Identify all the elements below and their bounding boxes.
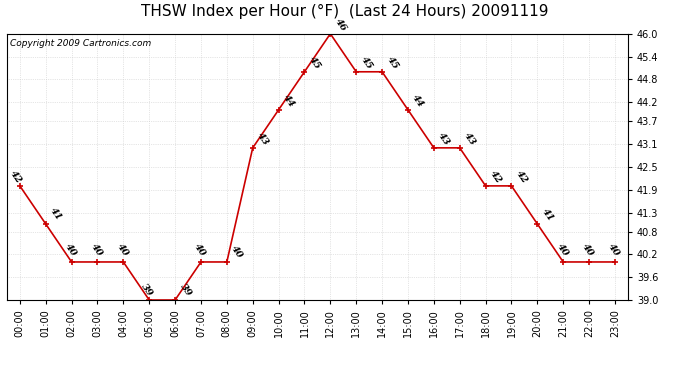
Text: 40: 40 <box>63 242 79 258</box>
Text: 42: 42 <box>489 169 504 185</box>
Text: 41: 41 <box>540 207 555 223</box>
Text: THSW Index per Hour (°F)  (Last 24 Hours) 20091119: THSW Index per Hour (°F) (Last 24 Hours)… <box>141 4 549 19</box>
Text: 44: 44 <box>282 93 297 109</box>
Text: 43: 43 <box>255 131 270 147</box>
Text: 40: 40 <box>115 242 130 258</box>
Text: 42: 42 <box>9 169 24 185</box>
Text: 39: 39 <box>178 282 193 298</box>
Text: 40: 40 <box>581 242 596 258</box>
Text: Copyright 2009 Cartronics.com: Copyright 2009 Cartronics.com <box>10 39 151 48</box>
Text: 39: 39 <box>139 282 155 298</box>
Text: 40: 40 <box>555 242 570 258</box>
Text: 44: 44 <box>411 93 426 109</box>
Text: 40: 40 <box>230 244 245 260</box>
Text: 41: 41 <box>48 206 63 222</box>
Text: 45: 45 <box>385 55 400 71</box>
Text: 46: 46 <box>333 17 348 33</box>
Text: 42: 42 <box>514 169 529 185</box>
Text: 43: 43 <box>462 131 477 147</box>
Text: 45: 45 <box>307 55 322 71</box>
Text: 40: 40 <box>607 242 622 258</box>
Text: 40: 40 <box>89 242 104 258</box>
Text: 45: 45 <box>359 55 374 71</box>
Text: 40: 40 <box>193 242 208 258</box>
Text: 43: 43 <box>437 131 452 147</box>
